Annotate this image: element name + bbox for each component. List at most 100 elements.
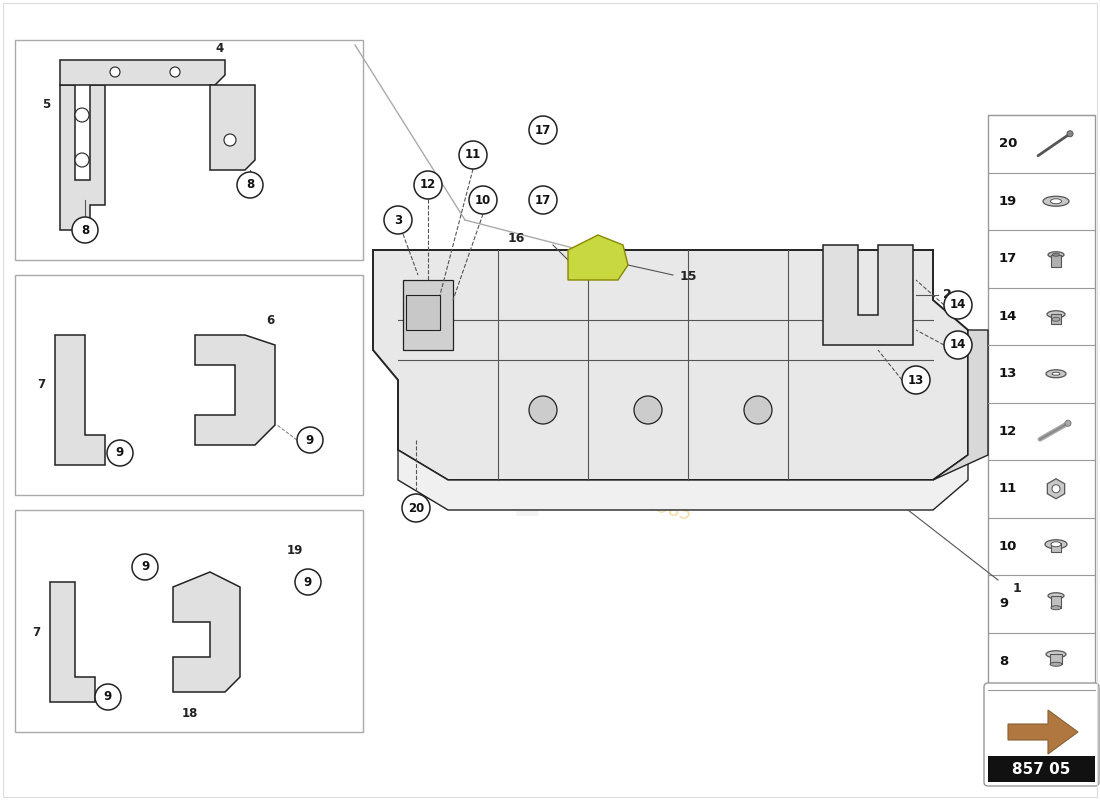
Text: 17: 17 bbox=[535, 194, 551, 206]
FancyBboxPatch shape bbox=[1050, 314, 1062, 324]
Text: a passion for parts since 1985: a passion for parts since 1985 bbox=[427, 436, 694, 524]
Text: 8: 8 bbox=[246, 178, 254, 191]
Text: 13: 13 bbox=[908, 374, 924, 386]
Circle shape bbox=[110, 67, 120, 77]
Circle shape bbox=[944, 291, 972, 319]
Polygon shape bbox=[933, 330, 988, 480]
Text: 15: 15 bbox=[680, 270, 697, 283]
Circle shape bbox=[744, 396, 772, 424]
Circle shape bbox=[384, 206, 412, 234]
Text: 19: 19 bbox=[999, 194, 1018, 208]
Circle shape bbox=[1065, 420, 1071, 426]
Polygon shape bbox=[406, 295, 440, 330]
FancyBboxPatch shape bbox=[15, 510, 363, 732]
Ellipse shape bbox=[1046, 650, 1066, 658]
Circle shape bbox=[469, 186, 497, 214]
Polygon shape bbox=[823, 245, 913, 345]
Polygon shape bbox=[1008, 710, 1078, 754]
Ellipse shape bbox=[1050, 542, 1062, 546]
Ellipse shape bbox=[1048, 252, 1064, 258]
Circle shape bbox=[944, 331, 972, 359]
Text: 17: 17 bbox=[535, 123, 551, 137]
FancyBboxPatch shape bbox=[1050, 596, 1062, 608]
Text: 5: 5 bbox=[42, 98, 50, 111]
Text: 14: 14 bbox=[949, 298, 966, 311]
Text: 14: 14 bbox=[949, 338, 966, 351]
Text: 14: 14 bbox=[999, 310, 1018, 322]
Polygon shape bbox=[55, 335, 104, 465]
Text: 7: 7 bbox=[37, 378, 45, 391]
Circle shape bbox=[132, 554, 158, 580]
Polygon shape bbox=[568, 235, 628, 280]
Polygon shape bbox=[1047, 478, 1065, 498]
Polygon shape bbox=[173, 572, 240, 692]
Polygon shape bbox=[60, 85, 104, 230]
FancyBboxPatch shape bbox=[1050, 654, 1062, 664]
Circle shape bbox=[402, 494, 430, 522]
Text: 17: 17 bbox=[999, 252, 1018, 266]
Circle shape bbox=[529, 186, 557, 214]
FancyBboxPatch shape bbox=[15, 275, 363, 495]
Polygon shape bbox=[210, 85, 255, 170]
Circle shape bbox=[295, 569, 321, 595]
Polygon shape bbox=[50, 582, 95, 702]
Text: 18: 18 bbox=[182, 707, 198, 720]
Polygon shape bbox=[373, 250, 968, 480]
Circle shape bbox=[170, 67, 180, 77]
Circle shape bbox=[95, 684, 121, 710]
FancyBboxPatch shape bbox=[988, 756, 1094, 782]
Circle shape bbox=[107, 440, 133, 466]
Text: 12: 12 bbox=[420, 178, 436, 191]
Circle shape bbox=[902, 366, 930, 394]
Text: 10: 10 bbox=[999, 540, 1018, 553]
Text: 19: 19 bbox=[287, 544, 304, 557]
Text: 10: 10 bbox=[475, 194, 491, 206]
Text: 11: 11 bbox=[465, 149, 481, 162]
Text: 9: 9 bbox=[304, 575, 312, 589]
Ellipse shape bbox=[1043, 196, 1069, 206]
Ellipse shape bbox=[1053, 254, 1059, 256]
Text: 13: 13 bbox=[999, 367, 1018, 380]
Circle shape bbox=[459, 141, 487, 169]
Text: 20: 20 bbox=[999, 138, 1018, 150]
Circle shape bbox=[297, 427, 323, 453]
Circle shape bbox=[529, 116, 557, 144]
Text: 11: 11 bbox=[999, 482, 1018, 495]
FancyBboxPatch shape bbox=[988, 115, 1094, 690]
FancyBboxPatch shape bbox=[984, 683, 1099, 786]
Text: 9: 9 bbox=[103, 690, 112, 703]
FancyBboxPatch shape bbox=[1050, 254, 1062, 266]
Circle shape bbox=[224, 134, 236, 146]
Polygon shape bbox=[60, 60, 226, 85]
Text: 9: 9 bbox=[116, 446, 124, 459]
Circle shape bbox=[634, 396, 662, 424]
Text: 8: 8 bbox=[81, 223, 89, 237]
Circle shape bbox=[75, 153, 89, 167]
Ellipse shape bbox=[1050, 662, 1062, 666]
Polygon shape bbox=[195, 335, 275, 445]
Text: 6: 6 bbox=[266, 314, 274, 327]
Text: eurocar
parts: eurocar parts bbox=[419, 284, 960, 516]
Text: 9: 9 bbox=[999, 598, 1008, 610]
Polygon shape bbox=[403, 280, 453, 350]
Circle shape bbox=[72, 217, 98, 243]
Circle shape bbox=[236, 172, 263, 198]
Ellipse shape bbox=[1045, 540, 1067, 549]
Text: 2: 2 bbox=[943, 289, 951, 302]
Ellipse shape bbox=[1050, 606, 1062, 610]
Text: 3: 3 bbox=[394, 214, 403, 226]
Ellipse shape bbox=[1052, 318, 1060, 322]
Circle shape bbox=[414, 171, 442, 199]
Circle shape bbox=[1067, 130, 1072, 137]
Ellipse shape bbox=[1048, 593, 1064, 598]
Ellipse shape bbox=[1047, 310, 1065, 318]
Ellipse shape bbox=[1046, 370, 1066, 378]
Text: 1: 1 bbox=[1013, 582, 1022, 594]
Text: 4: 4 bbox=[216, 42, 224, 55]
Circle shape bbox=[1052, 485, 1060, 493]
Text: 20: 20 bbox=[408, 502, 425, 514]
Ellipse shape bbox=[1050, 198, 1062, 204]
Text: 9: 9 bbox=[306, 434, 315, 446]
Text: 9: 9 bbox=[141, 561, 150, 574]
Text: 16: 16 bbox=[507, 232, 525, 245]
